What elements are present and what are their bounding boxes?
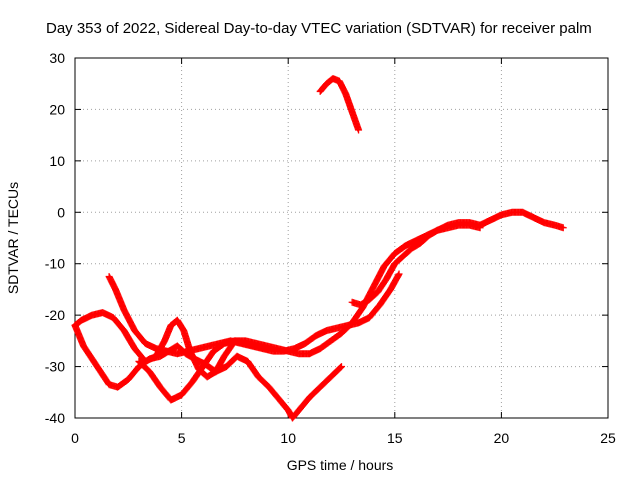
series-arc-1 — [71, 309, 271, 381]
y-tick-label: 10 — [49, 153, 65, 169]
y-tick-label: 30 — [49, 50, 65, 66]
y-tick-label: -30 — [45, 359, 65, 375]
grid — [75, 58, 608, 418]
data-point — [338, 363, 345, 371]
y-tick-label: -40 — [45, 410, 65, 426]
data-point — [559, 224, 567, 232]
y-axis-ticks: 30 20 10 0 -10 -20 -30 -40 — [45, 50, 608, 426]
series-arc-6 — [316, 75, 363, 134]
x-tick-label: 10 — [280, 430, 296, 446]
x-axis-label: GPS time / hours — [287, 457, 394, 473]
data-points — [71, 75, 567, 422]
plot-area-border — [74, 57, 609, 419]
data-point — [395, 270, 403, 278]
y-tick-label: 0 — [57, 204, 65, 220]
x-tick-label: 20 — [494, 430, 510, 446]
data-point — [337, 363, 345, 371]
x-tick-label: 0 — [71, 430, 79, 446]
series-arc-4 — [135, 221, 484, 404]
y-tick-label: 20 — [49, 101, 65, 117]
y-axis-label: SDTVAR / TECUs — [5, 182, 21, 294]
x-tick-label: 25 — [600, 430, 616, 446]
series-arc-2 — [71, 321, 345, 422]
series-arc-5 — [348, 208, 567, 309]
x-tick-label: 5 — [178, 430, 186, 446]
y-tick-label: -10 — [45, 256, 65, 272]
chart-title: Day 353 of 2022, Sidereal Day-to-day VTE… — [46, 20, 592, 37]
data-point — [355, 126, 363, 134]
y-tick-label: -20 — [45, 307, 65, 323]
x-tick-label: 15 — [387, 430, 403, 446]
x-axis-ticks: 0 5 10 15 20 25 — [71, 58, 616, 446]
